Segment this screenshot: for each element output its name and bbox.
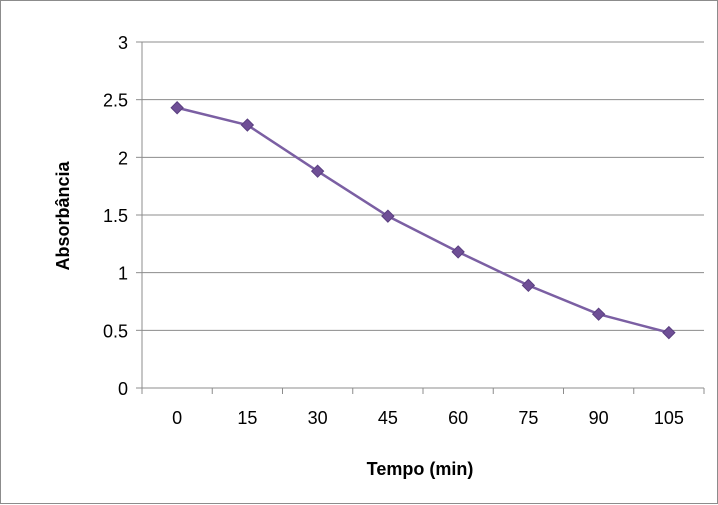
y-tick-label: 1 [118,264,128,284]
x-tick-label: 90 [589,408,609,428]
y-tick-label: 2 [118,148,128,168]
x-axis-title: Tempo (min) [367,459,474,479]
x-tick-label: 75 [518,408,538,428]
data-series [170,101,676,340]
x-tick-label: 105 [654,408,684,428]
x-tick-label: 60 [448,408,468,428]
data-point-marker [591,307,606,321]
x-tick-label: 45 [378,408,398,428]
y-tick-label: 1.5 [103,206,128,226]
data-point-marker [170,101,184,115]
data-point-marker [521,278,536,293]
x-tick-label: 30 [308,408,328,428]
x-tick-label: 0 [172,408,182,428]
data-point-marker [240,118,255,132]
series-line [176,106,670,334]
data-point-marker [310,164,325,178]
y-tick-label: 0.5 [103,321,128,341]
y-axis-title: Absorbância [53,160,73,270]
y-tick-label: 2.5 [103,91,128,111]
data-point-marker [451,245,465,259]
gridlines [142,41,704,331]
y-tick-labels: 0 0.5 1 1.5 2 2.5 3 [103,33,128,399]
data-point-marker [381,209,395,223]
data-point-marker [662,325,676,340]
axes [136,41,705,394]
x-tick-labels: 0 15 30 45 60 75 90 105 [172,408,684,428]
y-tick-label: 3 [118,33,128,53]
y-tick-label: 0 [118,379,128,399]
x-tick-label: 15 [237,408,257,428]
